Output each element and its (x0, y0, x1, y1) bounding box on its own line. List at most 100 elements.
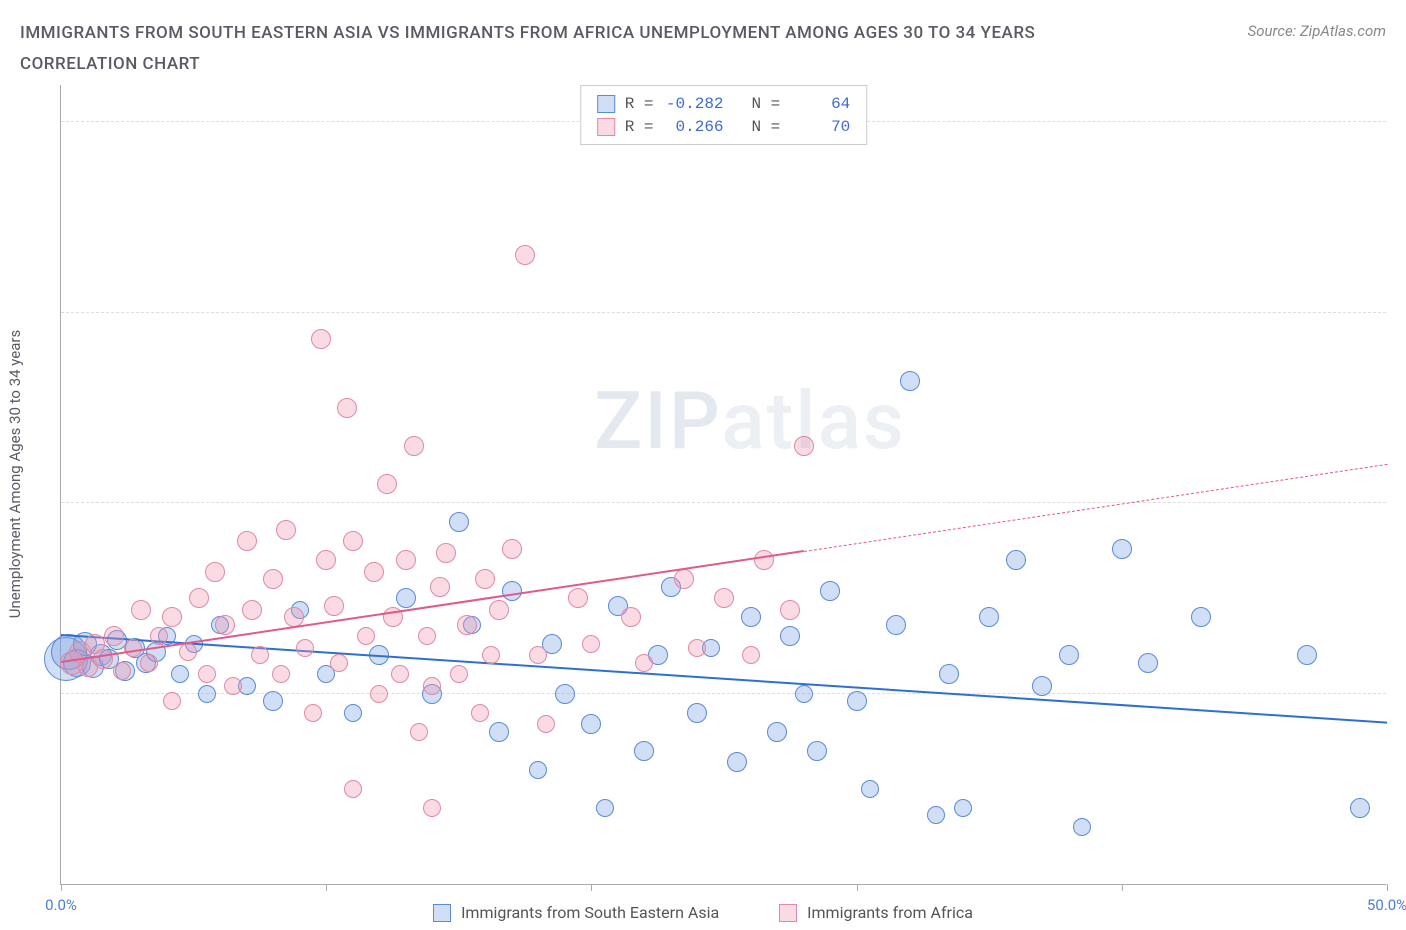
data-point-asia (847, 691, 867, 711)
data-point-africa (529, 646, 547, 664)
data-point-asia (1073, 818, 1091, 836)
data-point-africa (263, 569, 283, 589)
data-point-asia (687, 703, 707, 723)
swatch-africa (597, 118, 615, 136)
data-point-africa (131, 600, 151, 620)
data-point-asia (581, 714, 601, 734)
data-point-africa (272, 665, 290, 683)
data-point-africa (450, 665, 468, 683)
data-point-asia (900, 371, 920, 391)
data-point-asia (489, 722, 509, 742)
data-point-asia (954, 799, 972, 817)
data-point-africa (423, 799, 441, 817)
data-point-asia (807, 741, 827, 761)
x-tick (857, 884, 858, 891)
x-tick (61, 884, 62, 891)
data-point-africa (754, 550, 774, 570)
data-point-asia (555, 684, 575, 704)
gridline (61, 693, 1386, 694)
data-point-africa (396, 550, 416, 570)
data-point-africa (404, 436, 424, 456)
data-point-africa (311, 329, 331, 349)
data-point-africa (205, 562, 225, 582)
legend-item-asia: Immigrants from South Eastern Asia (433, 903, 719, 922)
data-point-africa (343, 531, 363, 551)
data-point-africa (635, 654, 653, 672)
data-point-africa (714, 588, 734, 608)
data-point-africa (304, 704, 322, 722)
data-point-africa (418, 627, 436, 645)
legend-swatch-asia (433, 904, 451, 922)
data-point-africa (224, 677, 242, 695)
data-point-asia (596, 799, 614, 817)
correlation-stats-box: R =-0.282 N =64R =0.266 N =70 (580, 85, 868, 145)
data-point-asia (502, 581, 522, 601)
trend-line-africa (803, 464, 1387, 552)
legend-item-africa: Immigrants from Africa (779, 903, 973, 922)
data-point-asia (1059, 645, 1079, 665)
data-point-africa (621, 607, 641, 627)
data-point-africa (162, 607, 182, 627)
data-point-africa (242, 600, 262, 620)
scatter-chart: ZIPatlas R =-0.282 N =64R =0.266 N =70 5… (60, 85, 1386, 885)
stats-row-africa: R =0.266 N =70 (597, 115, 851, 138)
data-point-africa (742, 646, 760, 664)
watermark: ZIPatlas (594, 374, 906, 468)
data-point-africa (471, 704, 489, 722)
data-point-africa (515, 245, 535, 265)
data-point-asia (1032, 676, 1052, 696)
data-point-asia (741, 607, 761, 627)
x-tick (326, 884, 327, 891)
data-point-asia (727, 752, 747, 772)
data-point-africa (423, 677, 441, 695)
chart-title-line1: IMMIGRANTS FROM SOUTH EASTERN ASIA VS IM… (20, 18, 1035, 49)
data-point-asia (1191, 607, 1211, 627)
data-point-asia (795, 685, 813, 703)
data-point-africa (189, 588, 209, 608)
data-point-africa (780, 600, 800, 620)
data-point-africa (364, 562, 384, 582)
data-point-africa (436, 543, 456, 563)
data-point-asia (979, 607, 999, 627)
x-tick (1387, 884, 1388, 891)
data-point-africa (93, 649, 113, 669)
swatch-asia (597, 95, 615, 113)
data-point-asia (198, 685, 216, 703)
data-point-africa (324, 596, 344, 616)
data-point-africa (674, 569, 694, 589)
data-point-africa (150, 627, 168, 645)
chart-title-line2: CORRELATION CHART (20, 49, 1035, 80)
data-point-asia (1112, 539, 1132, 559)
data-point-africa (537, 715, 555, 733)
data-point-asia (449, 512, 469, 532)
data-point-africa (251, 646, 269, 664)
data-point-africa (237, 531, 257, 551)
data-point-africa (179, 643, 197, 661)
source-attribution: Source: ZipAtlas.com (1248, 18, 1386, 40)
data-point-africa (482, 646, 500, 664)
data-point-asia (767, 722, 787, 742)
data-point-asia (939, 664, 959, 684)
data-point-africa (794, 436, 814, 456)
data-point-africa (391, 665, 409, 683)
data-point-africa (582, 635, 600, 653)
data-point-asia (263, 691, 283, 711)
data-point-africa (124, 639, 142, 657)
x-tick (591, 884, 592, 891)
data-point-asia (886, 615, 906, 635)
data-point-africa (296, 639, 314, 657)
gridline (61, 312, 1386, 313)
data-point-africa (430, 577, 450, 597)
data-point-africa (113, 662, 131, 680)
data-point-africa (140, 654, 158, 672)
data-point-africa (163, 692, 181, 710)
data-point-africa (316, 550, 336, 570)
data-point-africa (688, 639, 706, 657)
data-point-asia (396, 588, 416, 608)
data-point-asia (861, 780, 879, 798)
data-point-africa (489, 600, 509, 620)
x-tick (1122, 884, 1123, 891)
data-point-africa (198, 665, 216, 683)
data-point-asia (1350, 798, 1370, 818)
data-point-asia (1006, 550, 1026, 570)
